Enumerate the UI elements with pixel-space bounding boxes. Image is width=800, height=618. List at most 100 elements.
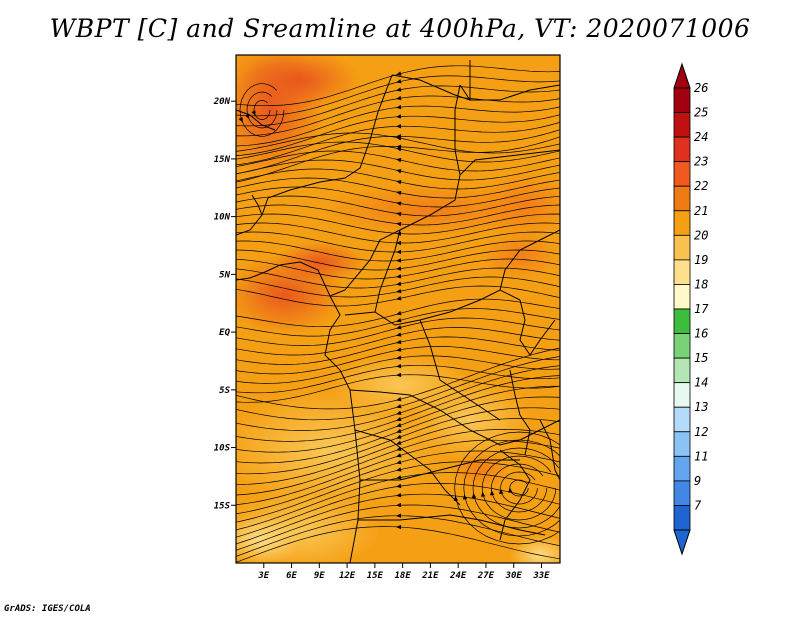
streamline-arrow <box>396 114 402 119</box>
streamline-arrow <box>396 513 402 518</box>
streamline-arrow <box>396 158 402 163</box>
streamline-arrow <box>396 71 402 76</box>
lat-tick-label: 5N <box>219 270 230 280</box>
grads-credit: GrADS: IGES/COLA <box>4 604 91 614</box>
lon-tick-label: 33E <box>532 571 550 581</box>
colorbar-swatch <box>673 87 691 113</box>
streamline-arrow <box>396 104 402 110</box>
lon-tick-label: 3E <box>257 571 269 581</box>
colorbar-swatch <box>673 112 691 138</box>
lon-tick-label: 9E <box>314 571 325 581</box>
streamline-arrow <box>396 296 402 301</box>
lon-tick-label: 12E <box>339 571 356 581</box>
streamline-arrow <box>396 453 402 458</box>
streamline-arrow <box>396 492 402 498</box>
streamline-arrow <box>251 110 256 116</box>
streamline-arrow <box>396 288 402 294</box>
colorbar-label: 22 <box>694 179 708 193</box>
colorbar-swatch <box>673 185 691 212</box>
streamline <box>472 447 560 529</box>
colorbar-top-triangle <box>673 62 691 89</box>
streamline-arrow <box>396 190 402 196</box>
streamline-arrow <box>396 124 402 129</box>
country-borders <box>236 60 560 563</box>
colorbar-label: 16 <box>694 327 708 341</box>
colorbar-swatch <box>673 161 691 187</box>
streamline <box>463 439 560 537</box>
streamline-arrow <box>396 483 402 489</box>
streamline-arrow <box>396 211 402 217</box>
streamline-arrow <box>396 440 402 445</box>
colorbar-label: 19 <box>694 253 708 267</box>
longitude-axis: 3E 6E 9E 12E 15E 18E 21E 24E 27E 30E 33E <box>257 563 550 581</box>
streamline-arrow <box>396 136 402 141</box>
streamline-arrow <box>396 332 402 337</box>
colorbar: 26 25 24 23 22 21 20 19 18 17 16 15 14 13 12 11 9 7 <box>673 62 709 556</box>
colorbar-swatch <box>673 333 691 359</box>
colorbar-swatch <box>673 382 691 408</box>
lat-tick-label: 15N <box>214 155 231 165</box>
streamline-arrow <box>396 79 402 84</box>
lon-tick-label: 6E <box>286 571 297 581</box>
streamline-arrow <box>396 266 402 271</box>
streamline-arrow <box>396 428 402 433</box>
colorbar-label: 18 <box>694 277 708 291</box>
lon-tick-label: 15E <box>367 571 384 581</box>
streamline-arrow <box>396 467 402 472</box>
streamline-arrow <box>238 117 243 123</box>
colorbar-swatch <box>673 234 691 261</box>
colorbar-swatch <box>673 455 691 482</box>
streamline-arrow <box>396 311 402 316</box>
streamline-arrow <box>396 363 402 369</box>
streamline-arrow <box>396 274 402 279</box>
colorbar-label: 24 <box>694 130 708 144</box>
colorbar-bottom-triangle <box>673 529 691 556</box>
colorbar-swatch <box>673 308 691 334</box>
colorbar-swatch <box>673 136 691 163</box>
colorbar-label: 21 <box>694 204 708 218</box>
shaded-field <box>236 55 560 563</box>
colorbar-label: 23 <box>694 155 708 169</box>
streamline-arrow <box>396 249 402 255</box>
lat-tick-label: 10N <box>214 213 231 223</box>
streamline-arrow <box>489 490 495 496</box>
colorbar-swatch <box>673 431 691 457</box>
lon-tick-label: 27E <box>477 571 495 581</box>
lat-tick-label: EQ <box>219 328 230 338</box>
streamline-arrow <box>396 240 402 246</box>
colorbar-label: 11 <box>694 449 708 463</box>
colorbar-label: 26 <box>694 81 708 95</box>
colorbar-label: 25 <box>694 106 708 120</box>
streamline-arrow <box>396 410 402 415</box>
lon-tick-label: 18E <box>394 571 411 581</box>
streamline-arrow <box>396 180 402 185</box>
colorbar-label: 13 <box>694 400 708 414</box>
colorbar-swatch <box>673 284 691 310</box>
streamline-arrow <box>396 422 402 428</box>
streamline-arrow <box>396 372 402 378</box>
streamline-arrow <box>396 339 402 345</box>
streamline-arrow <box>396 258 402 263</box>
colorbar-label: 20 <box>694 228 708 242</box>
colorbar-swatch <box>673 505 691 531</box>
latitude-axis: 20N 15N 10N 5N EQ 5S 10S 15S <box>213 97 236 511</box>
map-frame <box>235 54 561 564</box>
colorbar-label: 9 <box>694 474 701 488</box>
streamline-arrow <box>396 434 402 439</box>
streamline-arrow <box>396 524 402 530</box>
lat-tick-label: 15S <box>214 501 231 511</box>
colorbar-label: 7 <box>694 498 702 512</box>
streamline-arrow <box>396 147 402 152</box>
colorbar-swatch <box>673 210 691 236</box>
map-title: WBPT [C] and Sreamline at 400hPa, VT: 20… <box>49 14 751 43</box>
lon-tick-label: 24E <box>449 571 467 581</box>
streamline-arrow <box>396 325 402 330</box>
colorbar-swatch <box>673 357 691 384</box>
lon-tick-label: 21E <box>421 571 439 581</box>
streamline-arrow <box>245 113 250 120</box>
streamline-arrow <box>396 416 402 422</box>
colorbar-label: 15 <box>694 351 708 365</box>
streamline-arrow <box>396 502 402 508</box>
streamline-arrow <box>396 169 402 174</box>
streamline-arrow <box>480 491 486 497</box>
